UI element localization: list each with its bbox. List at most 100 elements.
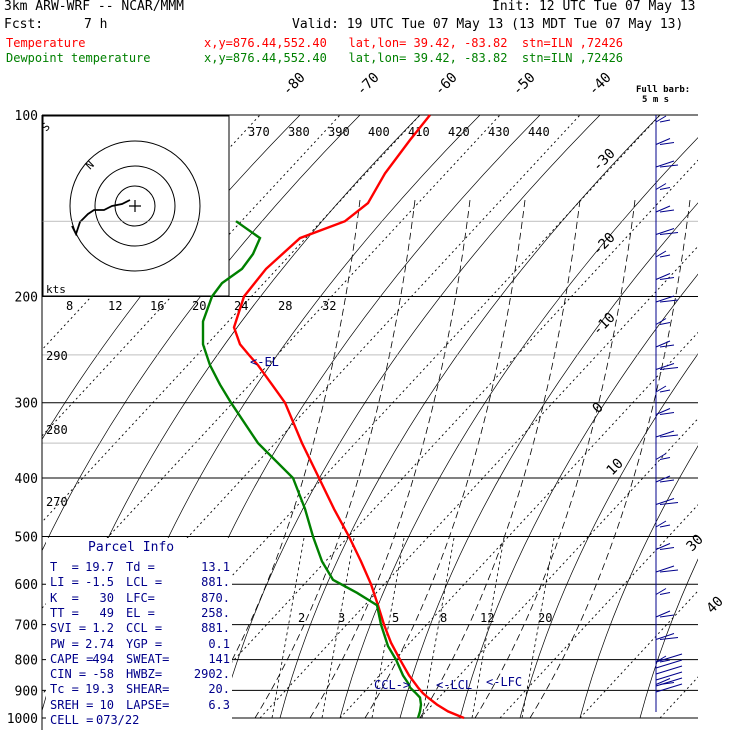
wind-barb — [655, 565, 679, 573]
wind-barb — [655, 295, 679, 303]
isotherm-line — [659, 676, 698, 719]
parcel-param-value: 2.74 — [85, 636, 114, 651]
wind-barb — [655, 498, 679, 505]
parcel-info-title: Parcel Info — [88, 540, 175, 555]
parcel-param-value: 494 — [92, 651, 114, 666]
wind-barb — [655, 475, 675, 483]
hodograph-speed-label: 16 — [150, 299, 164, 313]
parcel-param-label: SREH = — [50, 697, 94, 712]
parcel-param-value: 10 — [99, 697, 114, 712]
mixing-ratio-label: 5 — [392, 611, 399, 625]
wind-barb — [655, 653, 683, 663]
isotherm-line — [42, 115, 581, 695]
wind-barb — [655, 633, 679, 640]
wind-barb — [655, 683, 683, 693]
mixing-ratio-line — [471, 537, 505, 719]
el-marker: <-EL — [250, 355, 279, 369]
pressure-tick-label: 400 — [15, 472, 38, 487]
parcel-param-label: PW = — [50, 636, 79, 651]
isotherm-tick-label: 30 — [684, 532, 707, 555]
full-barb-units: 5 m s — [642, 95, 670, 105]
ccl-marker: CCL-> — [374, 678, 410, 692]
wind-barb — [655, 659, 683, 669]
dewpoint-legend-info: x,y=876.44,552.40 lat,lon= 39.42, -83.82… — [204, 51, 624, 65]
init-time: Init: 12 UTC Tue 07 May 13 — [492, 0, 696, 14]
wind-barb — [655, 453, 671, 460]
hodograph-speed-label: 32 — [322, 299, 336, 313]
isotherm-tick-label: 40 — [704, 594, 727, 617]
parcel-param-label: CIN = — [50, 667, 87, 682]
hodograph-ring — [69, 140, 201, 272]
wind-barb — [655, 363, 679, 370]
parcel-param-value: -1.5 — [85, 575, 114, 590]
wind-barb — [655, 588, 671, 595]
dry-adiabat-line — [339, 137, 698, 719]
dewpoint-profile — [201, 220, 423, 719]
dewpoint-legend-label: Dewpoint temperature — [6, 51, 151, 65]
dry-adiabat-line — [519, 353, 698, 719]
isotherm-line — [42, 115, 341, 437]
dry-adiabat-line — [399, 202, 698, 719]
theta-label: 290 — [46, 349, 68, 363]
mixing-ratio-line — [321, 537, 355, 719]
dry-adiabat-line — [579, 445, 698, 719]
moist-adiabat-line — [529, 199, 691, 719]
pressure-tick-label: 900 — [15, 684, 38, 699]
wind-barb — [655, 273, 675, 280]
dry-adiabat-line — [42, 115, 361, 552]
wind-barb — [655, 671, 683, 681]
theta-label: 420 — [448, 125, 470, 139]
isotherm-tick-label: 10 — [604, 456, 627, 479]
wind-barb — [655, 205, 675, 213]
isotherm-tick-label: -30 — [590, 146, 619, 175]
parcel-param-value: 1.2 — [92, 621, 114, 636]
wind-barb — [655, 665, 683, 675]
forecast-label: Fcst: — [4, 17, 44, 32]
moist-adiabat-line — [419, 199, 581, 719]
theta-label: 430 — [488, 125, 510, 139]
isotherm-line — [259, 245, 698, 719]
parcel-param-value: 073/22 — [96, 713, 140, 727]
parcel-param-value: 870. — [201, 590, 230, 605]
wind-barb — [655, 138, 675, 145]
theta-label: 380 — [288, 125, 310, 139]
parcel-param-label: SHEAR= — [126, 682, 170, 697]
full-barb-label: Full barb: — [636, 85, 691, 95]
parcel-param-value: -58 — [92, 667, 114, 682]
parcel-param-value: 13.1 — [201, 560, 230, 574]
theta-label: 440 — [528, 125, 550, 139]
parcel-param-value: 258. — [201, 605, 230, 620]
isotherm-tick-label: -50 — [510, 70, 539, 99]
pressure-tick-label: 500 — [15, 530, 38, 545]
pressure-tick-label: 600 — [15, 578, 38, 593]
pressure-tick-label: 200 — [15, 291, 38, 306]
hodograph-center-marker — [129, 200, 141, 212]
wind-barb — [655, 543, 675, 550]
isotherm-tick-label: -60 — [432, 70, 461, 99]
mixing-ratio-label: 12 — [480, 611, 494, 625]
parcel-param-label: HWBZ= — [126, 667, 163, 682]
wind-barb — [655, 385, 671, 393]
parcel-param-value: 19.7 — [85, 560, 114, 574]
mixing-ratio-line — [421, 537, 455, 719]
hodograph-speed-label: 20 — [192, 299, 206, 313]
hodograph-speed-label: 12 — [108, 299, 122, 313]
parcel-param-label: T = — [50, 560, 79, 574]
wind-barb — [655, 430, 679, 438]
wind-barb — [655, 228, 679, 235]
wind-barb — [655, 610, 675, 618]
parcel-param-value: 19.3 — [85, 682, 114, 697]
parcel-param-label: Td = — [126, 560, 155, 574]
wind-barb — [655, 408, 675, 415]
temperature-legend-info: x,y=876.44,552.40 lat,lon= 39.42, -83.82… — [204, 36, 624, 50]
theta-label: 280 — [46, 423, 68, 437]
dry-adiabat-line — [279, 115, 661, 719]
wind-barb — [655, 115, 671, 123]
mixing-ratio-line — [371, 537, 405, 719]
isotherm-tick-label: -40 — [586, 70, 615, 99]
lfc-marker: <-LFC — [486, 675, 522, 689]
wind-barb — [655, 160, 679, 168]
dry-adiabat-line — [219, 115, 601, 719]
pressure-tick-label: 700 — [15, 619, 38, 634]
